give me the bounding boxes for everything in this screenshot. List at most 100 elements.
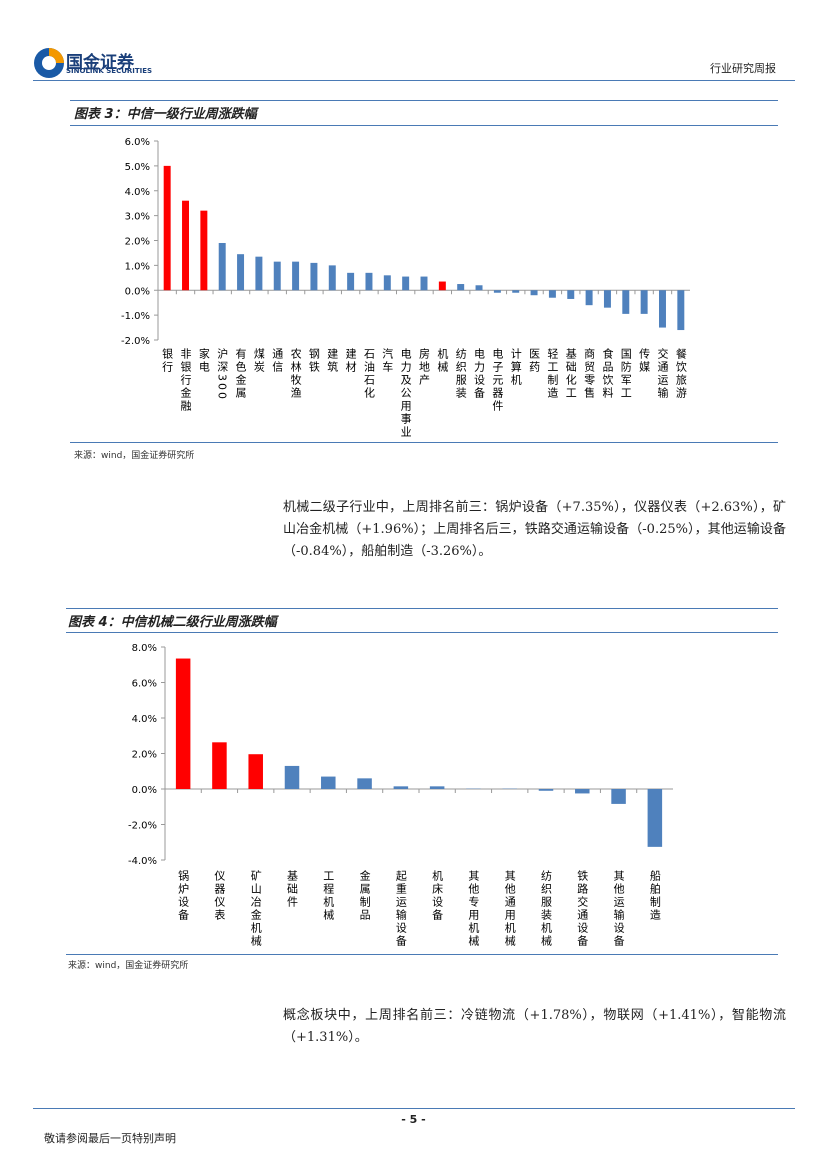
chart-title: 图表 4：中信机械二级行业周涨跌幅 xyxy=(68,615,277,630)
bar xyxy=(538,789,554,791)
bar xyxy=(457,284,465,291)
bar xyxy=(548,290,556,298)
y-tick-label: 2.0% xyxy=(132,750,157,761)
source-rule xyxy=(66,954,778,955)
x-tick-label: 沪深300 xyxy=(216,347,229,401)
logo-cn: 国金证券 xyxy=(66,53,134,73)
y-tick-label: 2.0% xyxy=(125,237,150,248)
x-tick-label: 其他专用机械 xyxy=(467,870,480,948)
bar xyxy=(658,290,666,328)
source-rule xyxy=(70,442,778,443)
bar xyxy=(603,290,611,308)
x-tick-label: 机床设备 xyxy=(431,869,444,922)
x-tick-label: 电力及公用事业 xyxy=(399,348,412,439)
x-tick-label: 锅炉设备 xyxy=(177,870,190,922)
bar xyxy=(420,276,428,291)
x-tick-label: 有色金属 xyxy=(234,347,247,400)
header-rule xyxy=(33,80,795,81)
bar xyxy=(182,200,190,291)
bar xyxy=(622,290,630,314)
x-tick-label: 汽车 xyxy=(381,347,394,374)
bar xyxy=(677,290,685,331)
bar xyxy=(212,742,227,789)
bar xyxy=(530,290,538,296)
x-tick-label: 基础件 xyxy=(286,870,299,909)
footer-rule xyxy=(33,1108,795,1109)
x-tick-label: 商贸零售 xyxy=(583,347,596,400)
bar xyxy=(647,789,663,847)
y-tick-label: 6.0% xyxy=(132,679,157,690)
x-tick-label: 银行 xyxy=(161,347,174,374)
x-tick-label: 纺织服装 xyxy=(454,347,467,400)
x-tick-label: 基础化工 xyxy=(564,348,577,400)
bar xyxy=(611,789,626,804)
bar xyxy=(512,290,520,293)
title-rule xyxy=(66,632,778,633)
x-tick-label: 通信 xyxy=(271,348,284,374)
title-rule xyxy=(70,125,778,126)
x-tick-label: 非银行金融 xyxy=(179,348,192,413)
source: 来源：wind，国金证券研究所 xyxy=(68,961,189,971)
y-tick-label: -4.0% xyxy=(128,856,157,867)
bar xyxy=(321,776,336,789)
bar xyxy=(328,265,336,291)
chart: -4.0% -2.0% 0.0% 2.0% 4.0% 6.0% 8.0% 锅炉设备 仪器仪表 矿山… xyxy=(128,643,673,948)
y-tick-label: -2.0% xyxy=(128,821,157,832)
y-tick-label: 4.0% xyxy=(125,187,150,198)
x-tick-label: 金属制品 xyxy=(358,869,371,922)
bar xyxy=(383,275,391,291)
disclaimer: 敬请参阅最后一页特别声明 xyxy=(44,1132,176,1145)
bar xyxy=(284,765,300,789)
logo-mark xyxy=(34,48,64,78)
bar xyxy=(493,290,501,293)
title-rule xyxy=(70,100,778,101)
y-tick-label: 0.0% xyxy=(125,286,150,297)
bar xyxy=(429,786,445,789)
paragraph: 概念板块中，上周排名前三：冷链物流（+1.78%），物联网（+1.41%），智能… xyxy=(283,1008,786,1045)
x-tick-label: 铁路交通设备 xyxy=(576,870,589,948)
x-tick-label: 机械 xyxy=(436,347,449,374)
x-tick-label: 仪器仪表 xyxy=(213,870,226,922)
x-tick-label: 传媒 xyxy=(638,348,651,374)
x-tick-label: 食品饮料 xyxy=(601,347,614,400)
x-tick-label: 起重运输设备 xyxy=(394,870,407,948)
x-tick-label: 煤炭 xyxy=(252,348,265,374)
y-tick-label: 3.0% xyxy=(125,212,150,223)
bar xyxy=(248,754,263,789)
title-rule xyxy=(66,608,778,609)
bar xyxy=(567,290,575,299)
x-tick-label: 轻工制造 xyxy=(546,347,559,400)
x-tick-label: 电力设备 xyxy=(473,348,486,400)
bar xyxy=(357,778,372,789)
bar xyxy=(200,210,208,291)
x-tick-label: 计算机 xyxy=(509,348,522,387)
x-tick-label: 船舶制造 xyxy=(648,869,661,922)
x-tick-label: 其他运输设备 xyxy=(612,870,625,948)
bar xyxy=(273,261,281,291)
y-tick-label: 8.0% xyxy=(132,643,157,654)
x-tick-label: 纺织服装机械 xyxy=(540,869,553,948)
x-tick-label: 工程机械 xyxy=(322,870,335,922)
x-tick-label: 餐饮旅游 xyxy=(674,347,687,400)
bar xyxy=(585,290,593,306)
y-tick-label: -1.0% xyxy=(121,311,150,322)
bar xyxy=(310,262,318,291)
y-tick-label: -2.0% xyxy=(121,336,150,347)
page-number: - 5 - xyxy=(401,1113,426,1126)
report-type: 行业研究周报 xyxy=(710,62,776,75)
x-tick-label: 交通运输 xyxy=(656,347,669,400)
source: 来源：wind，国金证券研究所 xyxy=(74,451,195,461)
bar xyxy=(292,261,300,291)
bar xyxy=(255,256,263,291)
x-tick-label: 建材 xyxy=(344,347,357,374)
bar xyxy=(438,281,446,291)
bar xyxy=(475,285,483,291)
bar xyxy=(347,272,355,291)
bar xyxy=(640,290,648,314)
x-tick-label: 石油石化 xyxy=(362,348,375,400)
chart-title: 图表 3：中信一级行业周涨跌幅 xyxy=(74,107,257,122)
y-tick-label: 1.0% xyxy=(125,261,150,272)
bar xyxy=(237,254,245,291)
x-tick-label: 矿山冶金机械 xyxy=(249,870,262,948)
